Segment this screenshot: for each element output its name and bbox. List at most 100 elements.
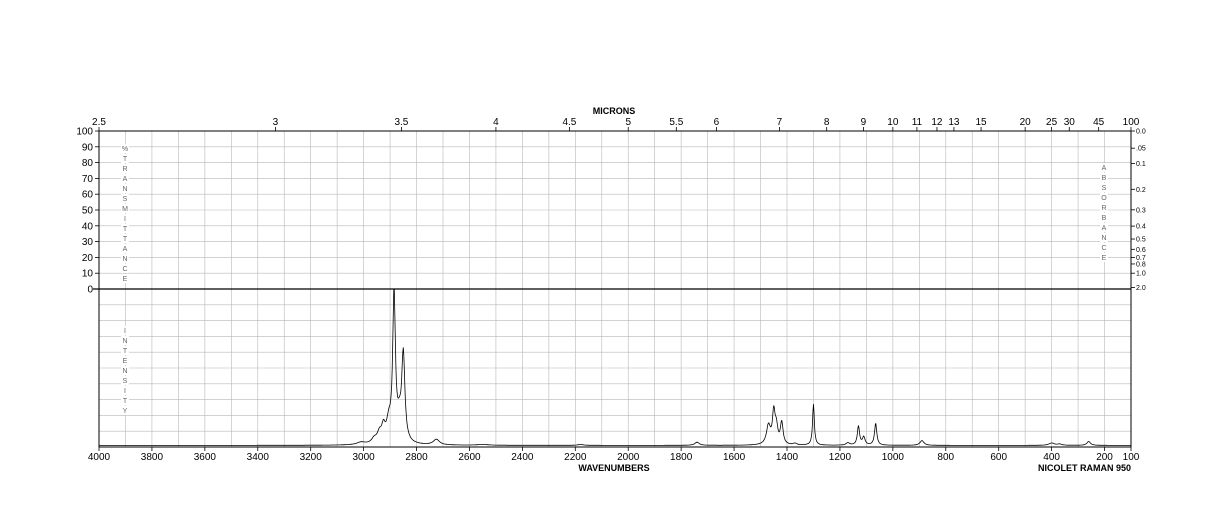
micron-tick-label: 3 xyxy=(273,117,279,128)
vertical-label-backdrop xyxy=(1100,193,1108,202)
micron-tick-label: 5 xyxy=(625,117,631,128)
x-tick-label: 1000 xyxy=(882,452,905,463)
vertical-label-backdrop xyxy=(1100,203,1108,212)
transmittance-tick-label: 70 xyxy=(82,174,94,185)
transmittance-tick-label: 20 xyxy=(82,253,94,264)
x-tick-label: 3600 xyxy=(194,452,217,463)
vertical-label-backdrop xyxy=(121,204,129,213)
vertical-label-backdrop xyxy=(1100,213,1108,222)
vertical-label-backdrop xyxy=(121,194,129,203)
absorbance-tick-label: 2.0 xyxy=(1136,285,1146,292)
left-upper-label-letter: E xyxy=(123,276,128,283)
micron-tick-label: 20 xyxy=(1020,117,1032,128)
absorbance-tick-label: 0.0 xyxy=(1136,129,1146,136)
micron-tick-label: 25 xyxy=(1046,117,1058,128)
chart-ticks xyxy=(95,127,1135,451)
transmittance-tick-label: 30 xyxy=(82,237,94,248)
vertical-label-backdrop xyxy=(1100,253,1108,262)
left-upper-label-letter: T xyxy=(123,156,128,163)
transmittance-tick-label: 10 xyxy=(82,269,94,280)
vertical-label-backdrop xyxy=(121,326,129,335)
transmittance-tick-label: 0 xyxy=(87,285,93,296)
absorbance-tick-label: 0.7 xyxy=(1136,255,1146,262)
micron-tick-label: 10 xyxy=(887,117,899,128)
right-upper-label-letter: O xyxy=(1101,195,1107,202)
spectrum-line xyxy=(99,288,1131,446)
left-upper-label-letter: S xyxy=(123,196,128,203)
transmittance-tick-label: 60 xyxy=(82,190,94,201)
micron-tick-label: 13 xyxy=(948,117,960,128)
right-upper-label-letter: A xyxy=(1102,165,1107,172)
left-lower-label-letter: I xyxy=(124,328,126,335)
vertical-label-backdrop xyxy=(121,356,129,365)
x-tick-label: 600 xyxy=(990,452,1007,463)
vertical-label-backdrop xyxy=(121,264,129,273)
absorbance-tick-label: 0.8 xyxy=(1136,261,1146,268)
left-upper-label-letter: R xyxy=(122,166,127,173)
vertical-label-backdrop xyxy=(121,244,129,253)
chart-labels: 4000 3800 3600 3400 3200 3000 2800 2600 2400 2200… xyxy=(76,117,1146,463)
left-upper-label-letter: T xyxy=(123,226,128,233)
left-upper-label-letter: M xyxy=(122,206,128,213)
x-tick-label: 1200 xyxy=(829,452,852,463)
right-upper-label-letter: N xyxy=(1101,235,1106,242)
x-tick-label: 2800 xyxy=(405,452,428,463)
x-tick-label: 100 xyxy=(1123,452,1140,463)
left-upper-label-letter: I xyxy=(124,216,126,223)
vertical-label-backdrop xyxy=(121,184,129,193)
right-upper-label-letter: A xyxy=(1102,225,1107,232)
left-lower-label-letter: N xyxy=(122,338,127,345)
transmittance-tick-label: 90 xyxy=(82,142,94,153)
micron-tick-label: 9 xyxy=(861,117,867,128)
micron-tick-label: 7 xyxy=(777,117,783,128)
absorbance-tick-label: 0.1 xyxy=(1136,161,1146,168)
x-tick-label: 800 xyxy=(937,452,954,463)
absorbance-tick-label: 0.6 xyxy=(1136,247,1146,254)
micron-tick-label: 6 xyxy=(714,117,720,128)
vertical-label-backdrop xyxy=(121,396,129,405)
vertical-label-backdrop xyxy=(1100,173,1108,182)
left-lower-label-letter: I xyxy=(124,388,126,395)
transmittance-tick-label: 80 xyxy=(82,158,94,169)
vertical-label-backdrop xyxy=(1100,223,1108,232)
vertical-label-backdrop xyxy=(121,346,129,355)
micron-tick-label: 8 xyxy=(824,117,830,128)
right-upper-label-letter: B xyxy=(1102,215,1107,222)
x-tick-label: 1600 xyxy=(723,452,746,463)
vertical-label-backdrop xyxy=(1100,163,1108,172)
vertical-label-backdrop xyxy=(121,224,129,233)
absorbance-tick-label: 0.5 xyxy=(1136,237,1146,244)
vertical-label-backdrop xyxy=(1100,243,1108,252)
micron-tick-label: 5.5 xyxy=(669,117,683,128)
left-lower-label-letter: S xyxy=(123,378,128,385)
x-tick-label: 1400 xyxy=(776,452,799,463)
x-tick-label: 200 xyxy=(1096,452,1113,463)
right-upper-label-letter: S xyxy=(1102,185,1107,192)
left-upper-label-letter: % xyxy=(122,146,128,153)
x-tick-label: 3000 xyxy=(352,452,375,463)
vertical-label-backdrop xyxy=(121,154,129,163)
vertical-label-backdrop xyxy=(121,336,129,345)
vertical-label-backdrop xyxy=(121,274,129,283)
left-upper-label-letter: N xyxy=(122,186,127,193)
vertical-label-backdrop xyxy=(121,214,129,223)
transmittance-tick-label: 40 xyxy=(82,221,94,232)
transmittance-tick-label: 100 xyxy=(76,127,93,138)
vertical-label-backdrop xyxy=(1100,233,1108,242)
vertical-label-backdrop xyxy=(121,376,129,385)
right-upper-label-letter: E xyxy=(1102,255,1107,262)
left-lower-label-letter: T xyxy=(123,398,128,405)
vertical-label-backdrop xyxy=(121,234,129,243)
micron-tick-label: 3.5 xyxy=(394,117,408,128)
right-upper-label-letter: R xyxy=(1101,205,1106,212)
left-upper-label-letter: N xyxy=(122,256,127,263)
left-upper-label-letter: C xyxy=(122,266,127,273)
left-upper-label-letter: T xyxy=(123,236,128,243)
absorbance-tick-label: 0.4 xyxy=(1136,224,1146,231)
micron-tick-label: 100 xyxy=(1123,117,1140,128)
x-tick-label: 2600 xyxy=(458,452,481,463)
right-upper-label-letter: B xyxy=(1102,175,1107,182)
x-tick-label: 1800 xyxy=(670,452,693,463)
x-tick-label: 4000 xyxy=(88,452,111,463)
